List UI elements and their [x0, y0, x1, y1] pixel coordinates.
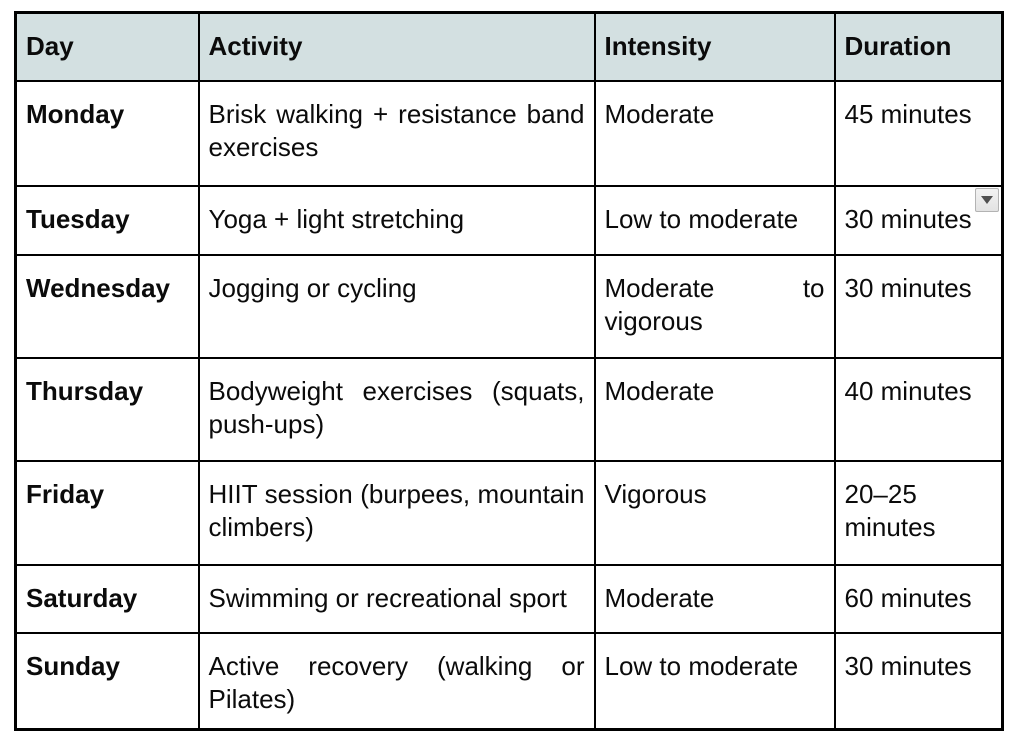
activity-cell[interactable]: Swimming or recreational sport [197, 563, 596, 634]
table-row-friday: Friday HIIT session (burpees, mountain c… [14, 459, 1004, 566]
intensity-cell[interactable]: Moderate to vigorous [593, 253, 836, 359]
table-row-monday: Monday Brisk walking + resistance band e… [14, 79, 1004, 187]
day-cell[interactable]: Monday [14, 79, 200, 187]
day-cell[interactable]: Thursday [14, 356, 200, 462]
duration-cell[interactable]: 30 minutes [833, 184, 1004, 256]
activity-cell[interactable]: HIIT session (burpees, mountain climbers… [197, 459, 596, 566]
header-cell-activity[interactable]: Activity [197, 11, 596, 82]
duration-cell[interactable]: 40 minutes [833, 356, 1004, 462]
header-cell-intensity[interactable]: Intensity [593, 11, 836, 82]
activity-cell[interactable]: Yoga + light stretching [197, 184, 596, 256]
intensity-cell[interactable]: Low to moderate [593, 184, 836, 256]
table-row-tuesday: Tuesday Yoga + light stretching Low to m… [14, 184, 1004, 256]
activity-cell[interactable]: Brisk walking + resistance band exercise… [197, 79, 596, 187]
day-cell[interactable]: Friday [14, 459, 200, 566]
table-dropdown-button[interactable] [975, 188, 999, 212]
intensity-cell[interactable]: Moderate [593, 563, 836, 634]
intensity-cell[interactable]: Vigorous [593, 459, 836, 566]
table-header-row: Day Activity Intensity Duration [14, 11, 1004, 82]
duration-cell[interactable]: 20–25 minutes [833, 459, 1004, 566]
table-row-thursday: Thursday Bodyweight exercises (squats, p… [14, 356, 1004, 462]
activity-cell[interactable]: Bodyweight exercises (squats, push-ups) [197, 356, 596, 462]
day-cell[interactable]: Tuesday [14, 184, 200, 256]
intensity-cell[interactable]: Moderate [593, 79, 836, 187]
intensity-cell[interactable]: Moderate [593, 356, 836, 462]
duration-cell[interactable]: 30 minutes [833, 631, 1004, 731]
intensity-cell[interactable]: Low to moderate [593, 631, 836, 731]
table-row-wednesday: Wednesday Jogging or cycling Moderate to… [14, 253, 1004, 359]
table-row-sunday: Sunday Active recovery (walking or Pilat… [14, 631, 1004, 731]
header-cell-day[interactable]: Day [14, 11, 200, 82]
table-row-saturday: Saturday Swimming or recreational sport … [14, 563, 1004, 634]
day-cell[interactable]: Saturday [14, 563, 200, 634]
duration-cell[interactable]: 60 minutes [833, 563, 1004, 634]
activity-cell[interactable]: Jogging or cycling [197, 253, 596, 359]
duration-cell[interactable]: 45 minutes [833, 79, 1004, 187]
caret-down-icon [981, 196, 993, 204]
day-cell[interactable]: Wednesday [14, 253, 200, 359]
activity-cell[interactable]: Active recovery (walking or Pilates) [197, 631, 596, 731]
day-cell[interactable]: Sunday [14, 631, 200, 731]
header-cell-duration[interactable]: Duration [833, 11, 1004, 82]
duration-cell[interactable]: 30 minutes [833, 253, 1004, 359]
workout-schedule-table: Day Activity Intensity Duration Monday B… [14, 11, 1004, 731]
